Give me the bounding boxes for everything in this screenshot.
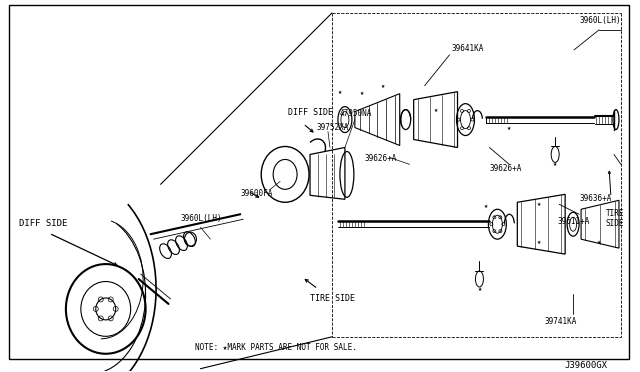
Text: NOTE: ★MARK PARTS ARE NOT FOR SALE.: NOTE: ★MARK PARTS ARE NOT FOR SALE. [195, 343, 357, 352]
Text: DIFF SIDE: DIFF SIDE [288, 108, 333, 117]
Text: 47950NA: 47950NA [340, 109, 372, 118]
Text: ★: ★ [360, 90, 364, 96]
Text: ★: ★ [553, 161, 557, 167]
Text: TIRE SIDE: TIRE SIDE [310, 294, 355, 303]
Text: ★: ★ [537, 201, 541, 207]
Text: SIDE: SIDE [606, 219, 625, 228]
Text: ★: ★ [508, 125, 511, 131]
Text: 39752XA: 39752XA [316, 122, 348, 132]
Text: DIFF SIDE: DIFF SIDE [19, 219, 67, 228]
Text: 39641KA: 39641KA [452, 44, 484, 53]
Text: ★: ★ [484, 203, 488, 209]
Text: ★: ★ [597, 239, 601, 245]
Text: ★: ★ [477, 286, 481, 292]
Text: ★: ★ [338, 89, 342, 95]
Text: 39626+A: 39626+A [490, 164, 522, 173]
Text: 39626+A: 39626+A [365, 154, 397, 163]
Text: 39741KA: 39741KA [544, 317, 577, 326]
Text: ★: ★ [381, 83, 385, 89]
Text: 3960L(LH): 3960L(LH) [180, 214, 222, 223]
Text: 39636+A: 39636+A [579, 194, 611, 203]
Text: 3960L(LH): 3960L(LH) [579, 16, 621, 25]
Text: TIRE: TIRE [606, 209, 625, 218]
Text: ★: ★ [537, 239, 541, 245]
Text: J39600GX: J39600GX [564, 361, 607, 370]
Text: 39611+A: 39611+A [557, 217, 589, 226]
Text: ★: ★ [433, 107, 438, 113]
Text: 39600FA: 39600FA [240, 189, 273, 198]
